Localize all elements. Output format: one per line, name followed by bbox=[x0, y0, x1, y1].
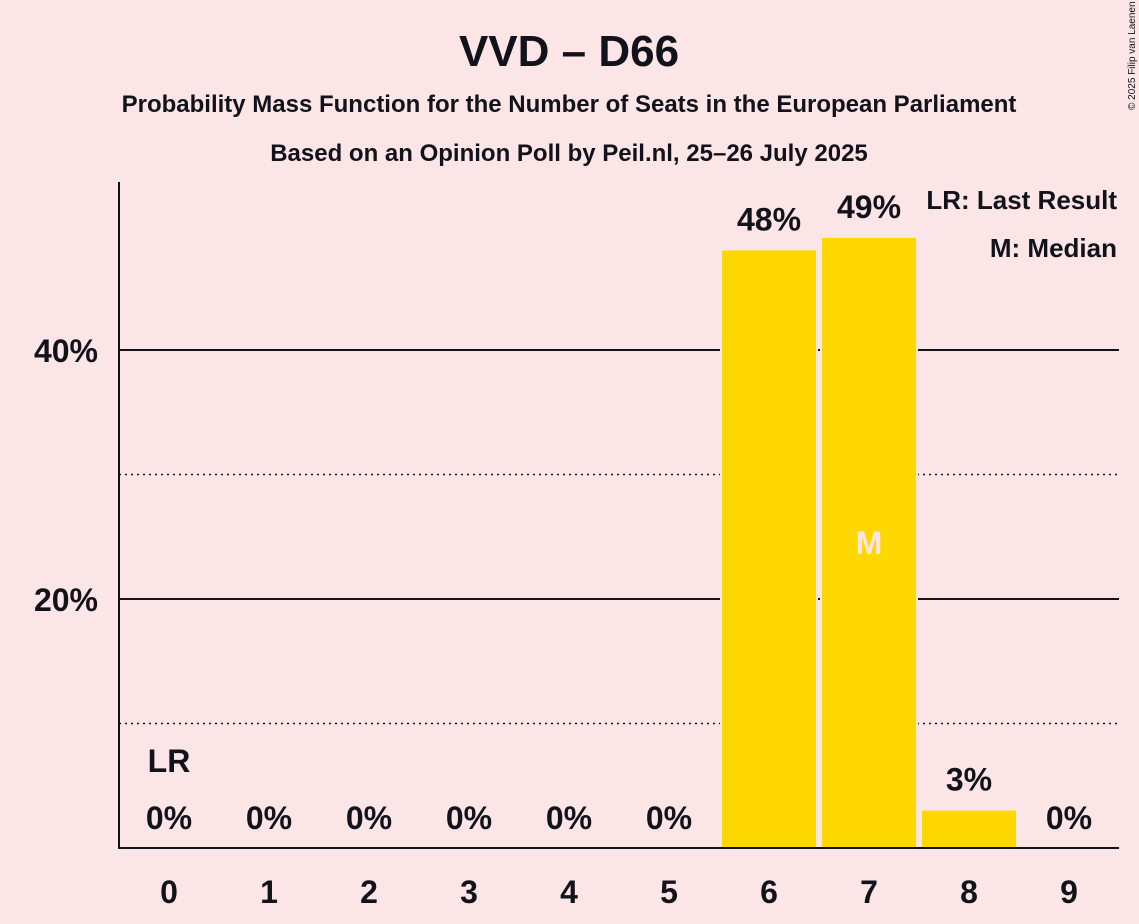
copyright-note: © 2025 Filip van Laenen bbox=[1127, 1, 1138, 110]
x-tick-label-0: 0 bbox=[160, 874, 178, 910]
value-label-3: 0% bbox=[446, 800, 492, 836]
x-tick-label-8: 8 bbox=[960, 874, 978, 910]
bars bbox=[720, 238, 1018, 849]
chart-subtitle: Probability Mass Function for the Number… bbox=[122, 91, 1017, 118]
x-tick-label-9: 9 bbox=[1060, 874, 1078, 910]
y-tick-labels: 20% 40% bbox=[34, 333, 98, 618]
value-label-2: 0% bbox=[346, 800, 392, 836]
x-tick-label-7: 7 bbox=[860, 874, 878, 910]
y-tick-label-40: 40% bbox=[34, 333, 98, 369]
value-label-7: 49% bbox=[837, 189, 901, 225]
value-label-1: 0% bbox=[246, 800, 292, 836]
x-tick-label-3: 3 bbox=[460, 874, 478, 910]
x-tick-label-4: 4 bbox=[560, 874, 578, 910]
bar-8 bbox=[922, 810, 1016, 848]
value-labels: 0% 0% 0% 0% 0% 0% 48% 49% 3% 0% LR M bbox=[146, 189, 1092, 836]
chart-title: VVD – D66 bbox=[459, 27, 679, 76]
value-label-6: 48% bbox=[737, 201, 801, 237]
y-tick-label-20: 20% bbox=[34, 582, 98, 618]
value-label-0: 0% bbox=[146, 800, 192, 836]
legend-last-result: LR: Last Result bbox=[926, 185, 1117, 215]
legend-median: M: Median bbox=[990, 233, 1117, 263]
x-tick-labels: 0 1 2 3 4 5 6 7 8 9 bbox=[160, 874, 1078, 910]
x-tick-label-5: 5 bbox=[660, 874, 678, 910]
chart-subtitle-poll: Based on an Opinion Poll by Peil.nl, 25–… bbox=[270, 140, 868, 167]
x-tick-label-6: 6 bbox=[760, 874, 778, 910]
value-label-4: 0% bbox=[546, 800, 592, 836]
value-label-9: 0% bbox=[1046, 800, 1092, 836]
bar-7 bbox=[822, 238, 916, 849]
last-result-marker: LR bbox=[148, 743, 191, 779]
grid-lines bbox=[119, 349, 1119, 725]
median-marker: M bbox=[856, 525, 883, 561]
value-label-5: 0% bbox=[646, 800, 692, 836]
x-tick-label-1: 1 bbox=[260, 874, 278, 910]
value-label-8: 3% bbox=[946, 762, 992, 798]
x-tick-label-2: 2 bbox=[360, 874, 378, 910]
bar-6 bbox=[722, 250, 816, 848]
